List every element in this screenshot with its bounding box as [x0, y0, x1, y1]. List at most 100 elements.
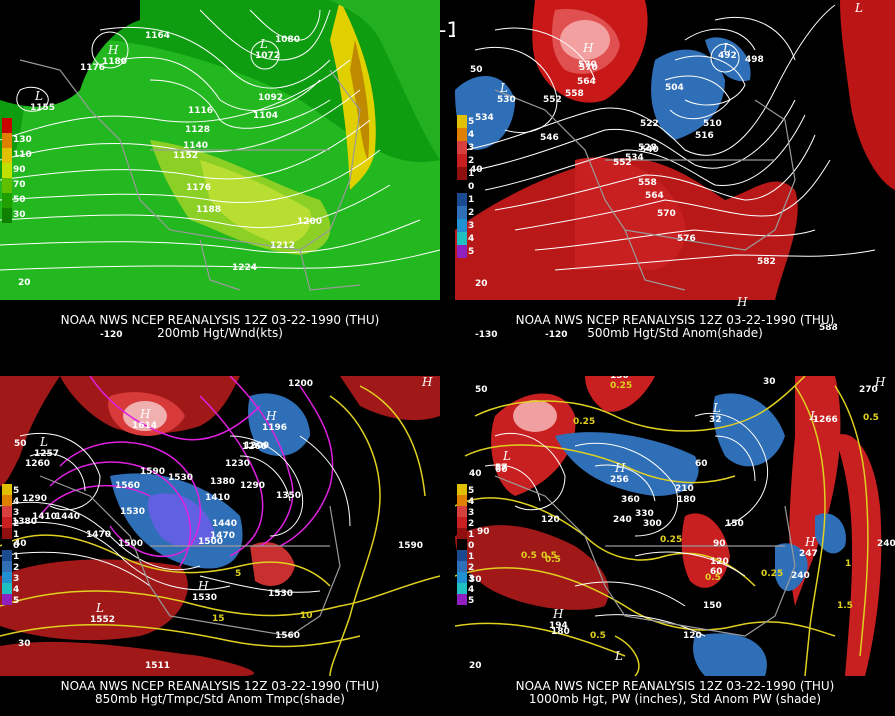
contour-label: 150: [725, 519, 744, 529]
low-center: L: [809, 409, 818, 423]
contour-label: 0.5: [545, 555, 561, 565]
scale-swatch: 4: [2, 495, 19, 507]
scale-label: 0: [13, 541, 20, 551]
contour-label: 90: [477, 527, 490, 537]
scale-swatch: 1: [2, 550, 19, 562]
contour-label: 576: [677, 234, 696, 244]
lat-label: 30: [18, 639, 31, 649]
contour-label: 300: [643, 519, 662, 529]
scale-label: 2: [468, 519, 475, 529]
contour-label: 1380: [210, 477, 235, 487]
scale-swatch: 3: [457, 141, 474, 154]
scale-swatch: 5: [457, 484, 474, 496]
contour-label: 564: [645, 191, 664, 201]
contour-label: 1410: [32, 512, 57, 522]
contour-label: 10: [300, 611, 313, 621]
lat-label: 50: [14, 439, 27, 449]
contour-label: 0.25: [761, 569, 783, 579]
contour-label-1152: 1152: [173, 151, 198, 161]
scale-label: 1: [468, 195, 475, 205]
contour-label: 1200: [244, 441, 269, 451]
contour-label: 180: [551, 627, 570, 637]
low-center-value: 530: [497, 95, 516, 105]
scale-swatch: 90: [2, 163, 26, 178]
contour-label: 1560: [275, 631, 300, 641]
contour-label: 1.5: [837, 601, 853, 611]
low-center-value: -1266: [809, 415, 838, 425]
contour-label-1224: 1224: [232, 263, 257, 273]
lat-label-20: 20: [18, 278, 31, 288]
scale-label: 90: [13, 165, 26, 175]
panel-caption-line1: NOAA NWS NCEP REANALYSIS 12Z 03-22-1990 …: [60, 313, 380, 327]
std-anomaly-scale: 5 4 3 2 1 0 1 2 3 4 5: [457, 484, 479, 606]
high-center: H: [139, 407, 151, 421]
lon-label: -130: [475, 330, 498, 340]
contour-label-1140: 1140: [183, 141, 208, 151]
scale-label: 4: [468, 130, 475, 140]
scale-label: 0: [468, 541, 475, 551]
lat-label: 40: [470, 165, 483, 175]
contour-label: 60: [695, 459, 708, 469]
contour-label: 240: [791, 571, 810, 581]
scale-swatch: 4: [457, 128, 474, 141]
low-center: L: [614, 649, 623, 663]
scale-label: 2: [13, 563, 20, 573]
scale-swatch: [2, 118, 12, 133]
contour-label: 120: [541, 515, 560, 525]
contour-label: 0.5: [705, 573, 721, 583]
panel-500mb-graphic: 534 546 552 558 564 570 504 498 510 516 …: [455, 0, 895, 340]
low-center: L: [34, 89, 43, 103]
contour-label: 1230: [225, 459, 250, 469]
scale-swatch: 1: [457, 528, 474, 540]
lon-label: -120: [545, 330, 568, 340]
scale-label: 2: [13, 519, 20, 529]
contour-label: 498: [745, 55, 764, 65]
contour-label: 1530: [120, 507, 145, 517]
contour-label: 0.25: [610, 381, 632, 391]
contour-label: 1: [845, 559, 851, 569]
scale-label: 3: [13, 508, 20, 518]
contour-label: 540: [640, 145, 659, 155]
panel-caption-line2: 850mb Hgt/Tmpc/Std Anom Tmpc(shade): [95, 692, 345, 706]
scale-label: 1: [468, 169, 475, 179]
high-center-value: 194: [549, 621, 568, 631]
scale-swatch: 0: [457, 539, 474, 551]
high-center: H: [804, 535, 816, 549]
scale-label: 5: [13, 596, 20, 606]
panel-850mb-graphic: 1200 1260 1290 1380 1410 1440 1470 1500 …: [0, 376, 440, 677]
contour-label-1116: 1116: [188, 106, 213, 116]
contour-label: 0.5: [541, 551, 557, 561]
lat-label: 30: [469, 575, 482, 585]
panel-1000mb-graphic: 150 0.25 30 270 0.25 0.5 60 60 90 120 21…: [455, 376, 895, 677]
scale-swatch: 2: [457, 206, 474, 219]
high-center-value: 1614: [132, 421, 157, 431]
contour-label: 1590: [140, 467, 165, 477]
scale-label: 1: [468, 552, 475, 562]
contour-label: 240: [613, 515, 632, 525]
contour-label: 0.25: [660, 535, 682, 545]
contour-label: 1260: [25, 459, 50, 469]
contour-label-1176: 1176: [80, 63, 105, 73]
contour-label: 1590: [398, 541, 423, 551]
low-center: L: [259, 37, 268, 51]
low-center-value: 1257: [34, 449, 59, 459]
contour-label: 558: [565, 89, 584, 99]
scale-swatch: 1: [2, 528, 19, 540]
scale-swatch: 50: [2, 193, 26, 208]
scale-label: 5: [468, 596, 475, 606]
scale-label: 1: [13, 530, 20, 540]
low-center-value: 1072: [255, 51, 280, 61]
panel-caption-line1: NOAA NWS NCEP REANALYSIS 12Z 03-22-1990 …: [515, 313, 835, 327]
contour-label: 1440: [55, 512, 80, 522]
panel-caption: NOAA NWS NCEP REANALYSIS 12Z 03-22-1990 …: [455, 314, 895, 340]
high-center: L: [95, 601, 104, 615]
scale-swatch: 3: [457, 219, 474, 232]
contour-label: 1470: [86, 530, 111, 540]
low-center-value: 1511: [145, 661, 170, 671]
high-center-value: 588: [819, 323, 838, 333]
contour-label: 1410: [205, 493, 230, 503]
scale-label: 5: [468, 117, 475, 127]
scale-swatch: 1: [457, 167, 474, 180]
scale-label: 30: [13, 210, 26, 220]
scale-label: 4: [468, 497, 475, 507]
